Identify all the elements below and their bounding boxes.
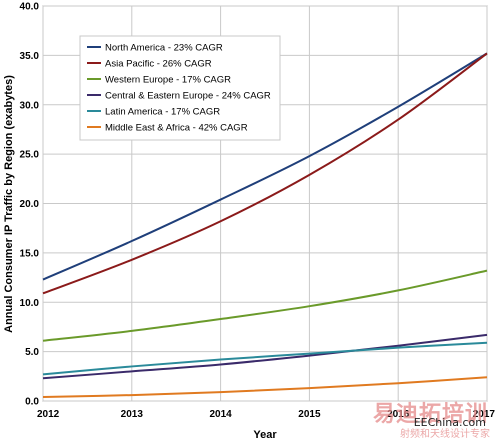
x-tick-label: 2013 bbox=[121, 409, 144, 420]
y-tick-label: 5.0 bbox=[25, 347, 39, 358]
x-axis-title: Year bbox=[253, 429, 277, 440]
y-tick-label: 0.0 bbox=[25, 397, 39, 408]
x-tick-label: 2012 bbox=[37, 409, 60, 420]
y-tick-label: 15.0 bbox=[20, 248, 40, 259]
x-tick-label: 2015 bbox=[298, 409, 321, 420]
legend-label: Central & Eastern Europe - 24% CAGR bbox=[105, 91, 271, 102]
legend-label: Western Europe - 17% CAGR bbox=[105, 75, 231, 86]
series-lines bbox=[42, 52, 488, 399]
y-tick-label: 10.0 bbox=[20, 298, 40, 309]
watermark-tagline-cn: 射频和天线设计专家 bbox=[400, 429, 490, 440]
series-line-2 bbox=[42, 269, 488, 342]
x-tick-label: 2016 bbox=[387, 409, 410, 420]
y-tick-label: 20.0 bbox=[20, 199, 40, 210]
legend-label: Middle East & Africa - 42% CAGR bbox=[105, 123, 248, 134]
x-tick-label: 2014 bbox=[209, 409, 232, 420]
series-line-0 bbox=[42, 52, 488, 281]
legend-label: Latin America - 17% CAGR bbox=[105, 107, 220, 118]
y-tick-label: 35.0 bbox=[20, 51, 40, 62]
y-tick-label: 25.0 bbox=[20, 150, 40, 161]
watermark-site: EEChina.com bbox=[413, 416, 486, 429]
legend-label: North America - 23% CAGR bbox=[105, 43, 223, 54]
legend-label: Asia Pacific - 26% CAGR bbox=[105, 59, 212, 70]
y-axis-tick-labels: 0.0 5.0 10.0 15.0 20.0 25.0 30.0 35.0 40.0 bbox=[20, 2, 40, 408]
x-tick-label: 2017 bbox=[473, 409, 496, 420]
legend-items: North America - 23% CAGR Asia Pacific - 2… bbox=[87, 43, 271, 134]
watermark-logo-cn: 易迪拓培训 bbox=[372, 402, 488, 427]
y-axis-title: Annual Consumer IP Traffic by Region (ex… bbox=[3, 75, 15, 333]
y-tick-label: 30.0 bbox=[20, 100, 40, 111]
gridlines bbox=[42, 5, 488, 402]
series-line-1 bbox=[42, 52, 488, 295]
legend: North America - 23% CAGR Asia Pacific - 2… bbox=[79, 35, 281, 141]
series-line-4 bbox=[42, 341, 488, 376]
x-axis-tick-labels: 2012 2013 2014 2015 2016 2017 bbox=[37, 409, 495, 420]
series-line-3 bbox=[42, 333, 488, 380]
series-line-5 bbox=[42, 376, 488, 399]
y-tick-label: 40.0 bbox=[20, 2, 40, 13]
legend-box bbox=[79, 35, 281, 141]
